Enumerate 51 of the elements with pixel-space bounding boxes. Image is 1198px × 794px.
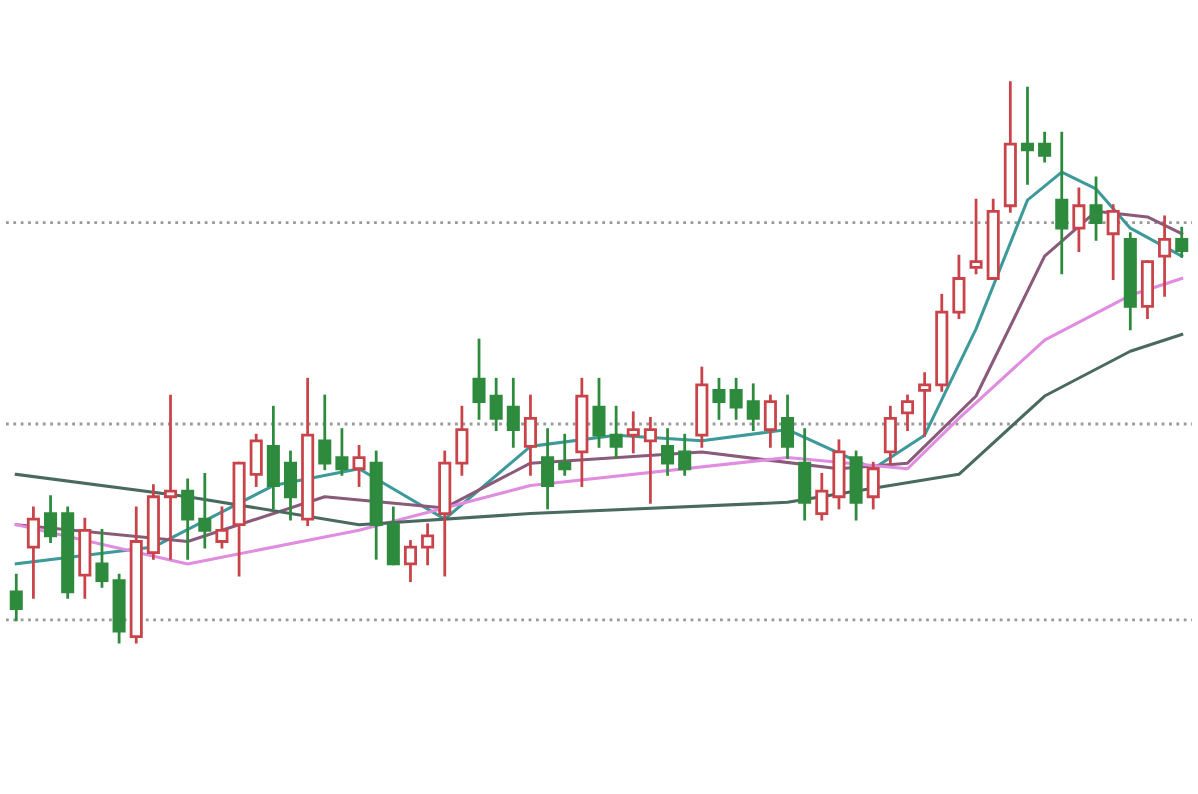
candlestick <box>661 428 675 476</box>
candlestick <box>935 293 949 392</box>
candlestick <box>266 405 280 510</box>
candlestick <box>403 540 417 583</box>
candlestick <box>455 405 469 476</box>
candlestick <box>163 394 178 560</box>
candlestick <box>883 405 897 465</box>
candlestick <box>798 428 812 521</box>
candlestick <box>643 417 657 504</box>
candlestick <box>1038 131 1052 163</box>
candlestick <box>1020 86 1035 185</box>
candlestick <box>9 573 23 622</box>
candlestick <box>900 394 915 431</box>
candlestick <box>678 433 692 476</box>
candlestick <box>1003 81 1017 213</box>
candlestick <box>369 450 383 560</box>
candlestick <box>26 506 40 599</box>
candlestick <box>438 450 452 577</box>
candlestick <box>918 372 932 437</box>
candlestick <box>61 506 75 599</box>
candlestick <box>506 377 520 448</box>
candlestick <box>609 405 623 459</box>
candlestick <box>283 450 298 521</box>
candlestick <box>421 523 435 566</box>
candlestick <box>746 383 760 431</box>
candlestick <box>301 377 315 527</box>
candlestick <box>575 377 589 487</box>
candlestick <box>866 461 880 510</box>
candlestick <box>78 517 92 599</box>
candlestick <box>146 484 160 560</box>
candlestick <box>763 394 777 448</box>
candlestick <box>695 366 709 448</box>
candlestick <box>1123 232 1137 331</box>
candlestick <box>1106 204 1120 280</box>
candlestick <box>781 394 795 459</box>
candlestick <box>198 472 212 549</box>
candlestick <box>626 411 640 454</box>
candlestick <box>523 394 537 476</box>
candlestick <box>181 478 195 560</box>
candlestick <box>1055 131 1069 275</box>
candlestick <box>729 377 743 420</box>
candlestick <box>489 377 503 431</box>
candlestick <box>815 472 829 521</box>
candlestick <box>129 506 143 644</box>
candlestick <box>558 433 572 476</box>
candlestick <box>44 495 58 543</box>
candlestick <box>1158 215 1172 297</box>
candlestick <box>1175 226 1189 258</box>
candlestick <box>541 428 555 510</box>
candlestick <box>249 433 263 487</box>
candlestick <box>318 394 332 471</box>
